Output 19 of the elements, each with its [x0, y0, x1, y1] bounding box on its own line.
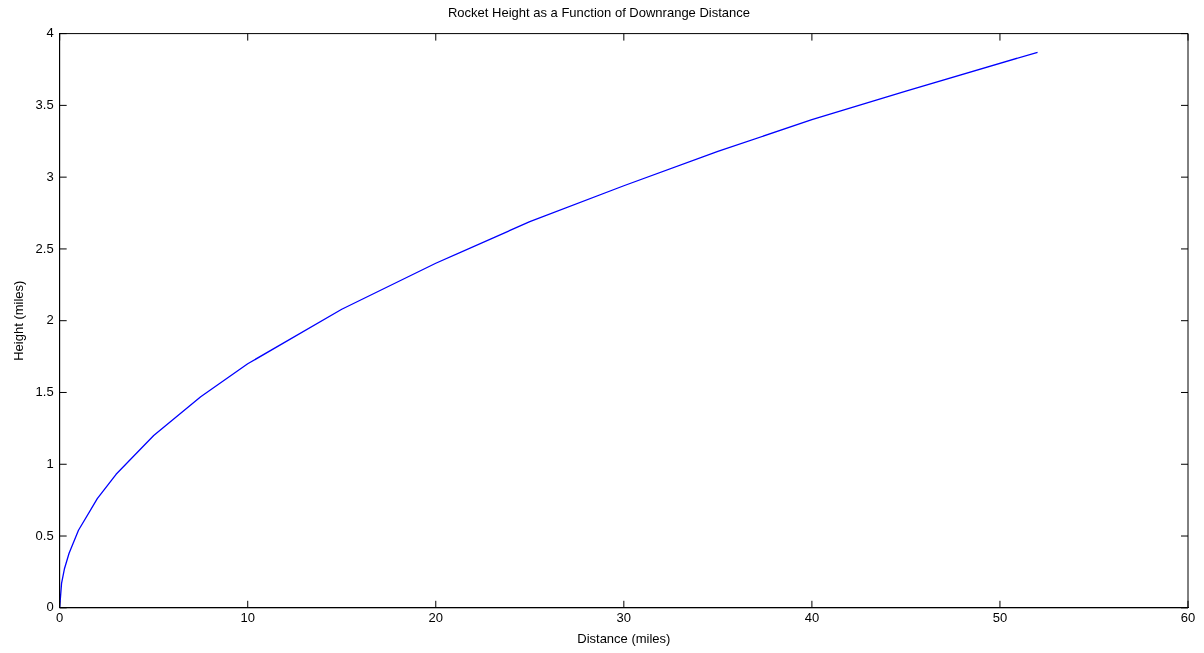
x-tick-label: 20	[428, 610, 444, 626]
x-tick-label: 60	[1180, 610, 1196, 626]
x-axis-title: Distance (miles)	[577, 630, 671, 646]
y-tick-label: 1	[46, 455, 54, 471]
y-tick-label: 3.5	[35, 96, 54, 112]
y-tick-label: 1.5	[35, 384, 54, 400]
y-tick-label: 3	[46, 168, 54, 184]
y-tick-label: 4	[46, 25, 54, 41]
y-tick-label: 2.5	[35, 240, 54, 256]
y-tick-label: 0.5	[35, 527, 54, 543]
x-tick-label: 0	[56, 610, 64, 626]
x-tick-label: 50	[992, 610, 1008, 626]
y-tick-label: 2	[46, 312, 54, 328]
x-tick-label: 10	[240, 610, 255, 626]
y-axis-title: Height (miles)	[11, 280, 27, 361]
x-tick-label: 40	[804, 610, 820, 626]
x-tick-label: 30	[616, 610, 632, 626]
chart-title: Rocket Height as a Function of Downrange Distance	[447, 5, 751, 21]
y-tick-label: 0	[46, 599, 54, 615]
